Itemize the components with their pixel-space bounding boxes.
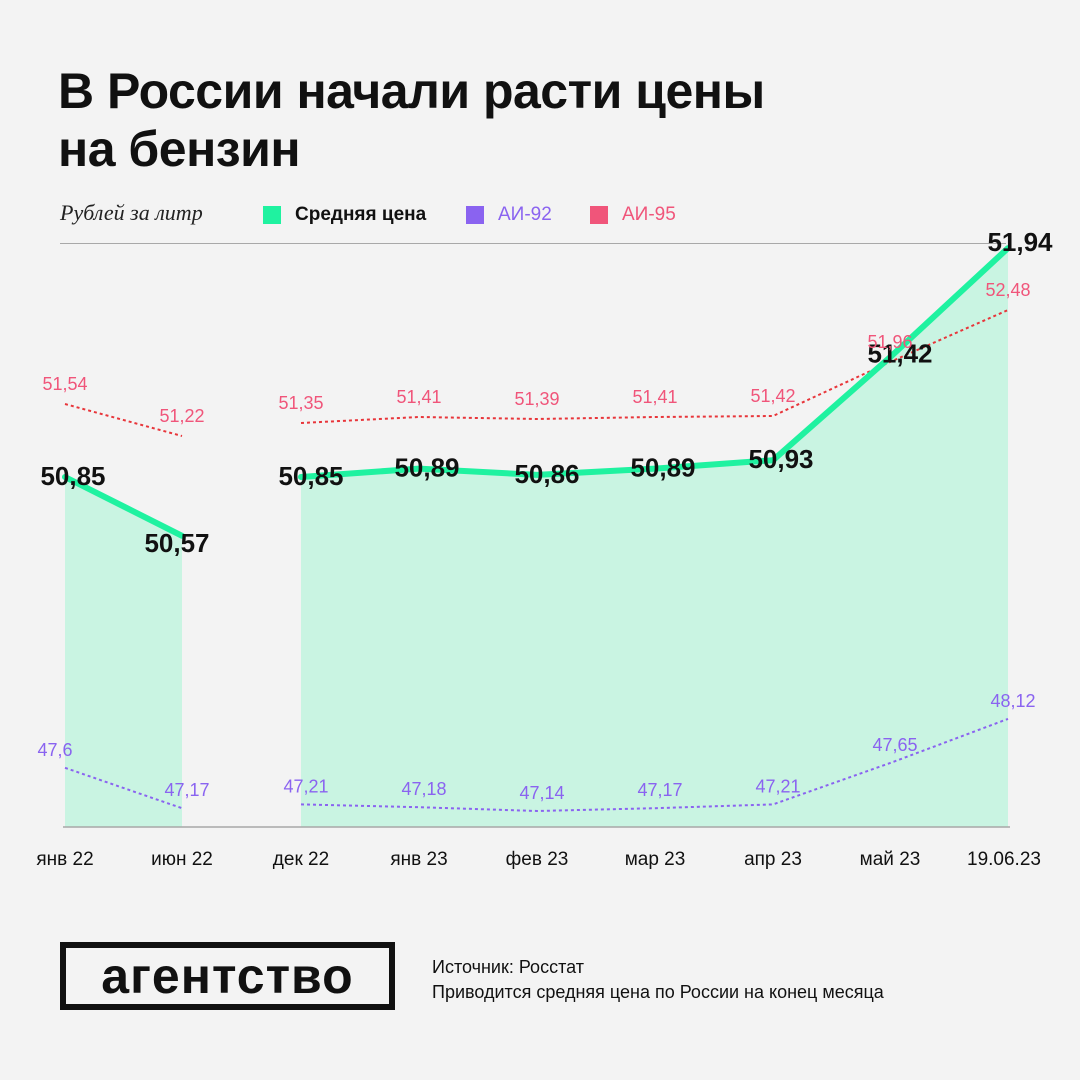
ai92-value-label: 47,17: [164, 780, 209, 800]
avg-line-2: [298, 245, 1011, 480]
title-line-2: на бензин: [58, 121, 301, 177]
legend-label-ai95: АИ-95: [622, 204, 676, 225]
x-tick-label: мар 23: [625, 849, 686, 870]
avg-value-label: 50,89: [630, 453, 695, 483]
header-divider: [60, 243, 1006, 244]
ai92-value-label: 47,21: [283, 776, 328, 796]
ai92-line-1: [64, 766, 183, 810]
ai95-value-label: 52,48: [985, 280, 1030, 300]
ai95-value-label: 51,41: [396, 387, 441, 407]
ai95-value-label: 51,35: [278, 393, 323, 413]
ai92-value-label: 47,17: [637, 780, 682, 800]
footer-source: Источник: Росстат: [432, 957, 584, 977]
chart-title: В России начали расти цены на бензин: [58, 62, 958, 178]
legend-swatch-ai92: [466, 206, 484, 224]
ai92-value-label: 47,18: [401, 779, 446, 799]
avg-value-label: 50,85: [40, 461, 105, 491]
avg-value-label: 51,42: [867, 338, 932, 368]
x-tick-label: май 23: [860, 849, 921, 870]
avg-area-1: [65, 477, 182, 827]
agency-logo: агентство: [60, 942, 395, 1010]
x-tick-label: янв 22: [36, 849, 93, 870]
avg-value-label: 50,89: [394, 453, 459, 483]
legend-label-ai92: АИ-92: [498, 204, 552, 225]
x-tick-label: дек 22: [273, 849, 329, 870]
ai92-line-2: [300, 717, 1009, 813]
unit-label: Рублей за литр: [60, 200, 203, 225]
ai95-value-label: 51,54: [42, 374, 87, 394]
legend-swatch-ai95: [590, 206, 608, 224]
footer-note: Приводится средняя цена по России на кон…: [432, 982, 884, 1002]
ai95-line-2: [300, 309, 1009, 424]
ai95-value-label: 51,42: [750, 386, 795, 406]
avg-value-label: 51,94: [987, 227, 1053, 257]
ai92-value-label: 48,12: [990, 691, 1035, 711]
avg-value-label: 50,93: [748, 444, 813, 474]
ai92-value-label: 47,21: [755, 776, 800, 796]
ai95-value-label: 51,22: [159, 406, 204, 426]
ai92-value-label: 47,6: [37, 740, 72, 760]
avg-value-label: 50,86: [514, 459, 579, 489]
title-line-1: В России начали расти цены: [58, 63, 765, 119]
ai92-value-label: 47,14: [519, 783, 564, 803]
ai95-value-label: 51,41: [632, 387, 677, 407]
legend-label-avg: Средняя цена: [295, 204, 427, 225]
ai92-value-label: 47,65: [872, 735, 917, 755]
ai95-value-label: 51,39: [514, 389, 559, 409]
avg-value-label: 50,57: [144, 528, 209, 558]
ai95-line-1: [64, 403, 183, 437]
x-tick-label: 19.06.23: [967, 849, 1041, 870]
legend-item-avg: Средняя цена: [263, 204, 426, 226]
avg-area-2: [301, 248, 1008, 828]
legend-swatch-avg: [263, 206, 281, 224]
x-tick-label: янв 23: [390, 849, 447, 870]
x-tick-label: фев 23: [506, 849, 569, 870]
avg-line-1: [62, 474, 185, 539]
footer: Источник: Росстат Приводится средняя цен…: [432, 955, 884, 1005]
x-tick-label: июн 22: [151, 849, 213, 870]
ai95-value-label: 51,96: [867, 332, 912, 352]
legend-item-ai95: АИ-95: [590, 204, 676, 226]
avg-value-label: 50,85: [278, 461, 343, 491]
x-tick-label: апр 23: [744, 849, 802, 870]
legend-item-ai92: АИ-92: [466, 204, 552, 226]
